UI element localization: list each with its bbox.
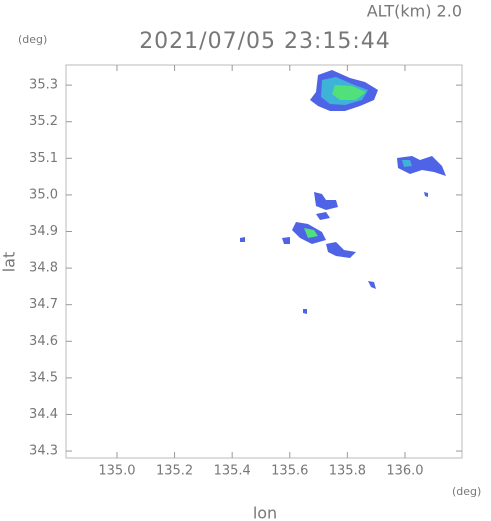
chart-subtitle: ALT(km) 2.0 bbox=[367, 2, 462, 21]
y-tick-label: 34.7 bbox=[29, 297, 58, 312]
x-tick-label: 135.2 bbox=[156, 464, 193, 479]
y-tick-label: 35.3 bbox=[29, 78, 58, 93]
y-tick-label: 35.1 bbox=[29, 151, 58, 166]
x-unit: (deg) bbox=[452, 485, 481, 498]
echo bbox=[316, 212, 330, 220]
echo bbox=[314, 192, 338, 210]
y-unit: (deg) bbox=[18, 33, 47, 46]
y-tick-label: 35.0 bbox=[29, 187, 58, 202]
x-axis-label: lon bbox=[253, 504, 277, 521]
echo bbox=[424, 192, 428, 197]
echo bbox=[304, 228, 318, 238]
plot-frame bbox=[65, 64, 463, 459]
x-tick-label: 135.6 bbox=[271, 464, 308, 479]
y-tick-label: 34.3 bbox=[29, 444, 58, 459]
x-tick-label: 135.8 bbox=[329, 464, 366, 479]
x-tick-label: 135.0 bbox=[98, 464, 135, 479]
y-axis-label: lat bbox=[0, 252, 19, 273]
echo bbox=[303, 309, 307, 314]
x-tick-label: 135.4 bbox=[214, 464, 251, 479]
echoes bbox=[240, 70, 446, 314]
echo bbox=[332, 85, 366, 100]
echo bbox=[402, 160, 412, 167]
y-tick-label: 34.4 bbox=[29, 407, 58, 422]
echo bbox=[326, 242, 356, 258]
echo bbox=[368, 281, 376, 289]
x-tick-label: 136.0 bbox=[386, 464, 423, 479]
y-tick-label: 34.6 bbox=[29, 334, 58, 349]
y-tick-label: 34.9 bbox=[29, 224, 58, 239]
echo bbox=[282, 237, 290, 244]
chart-title: 2021/07/05 23:15:44 bbox=[139, 29, 391, 54]
y-tick-label: 34.8 bbox=[29, 261, 58, 276]
y-tick-label: 35.2 bbox=[29, 114, 58, 129]
echo bbox=[240, 237, 245, 242]
y-tick-label: 34.5 bbox=[29, 370, 58, 385]
